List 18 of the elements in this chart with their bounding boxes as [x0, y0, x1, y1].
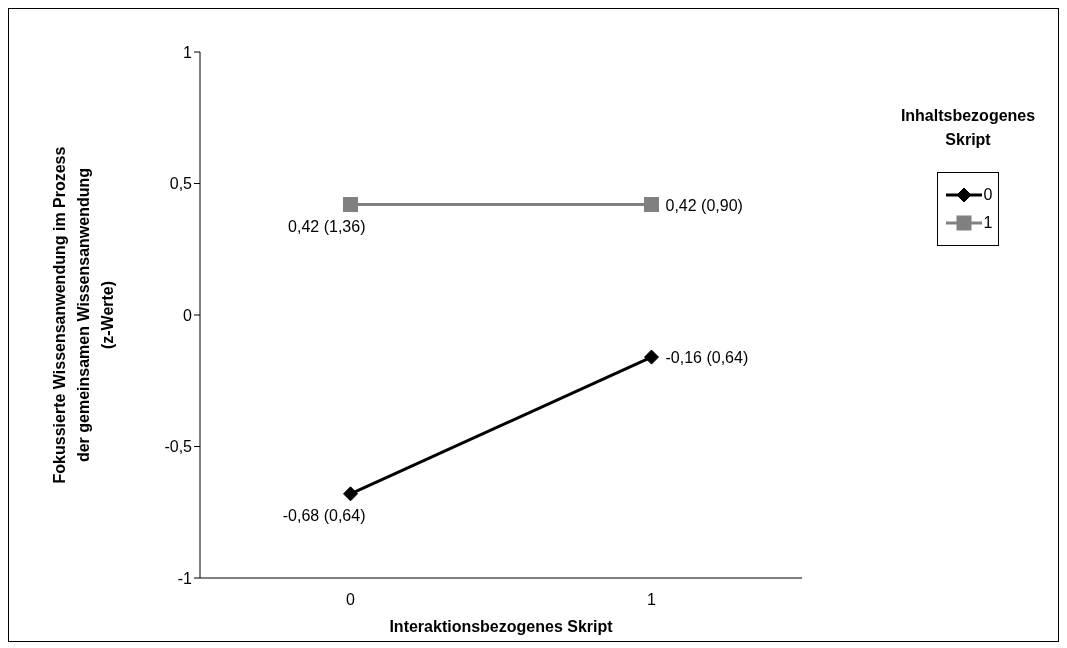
y-tick-label: 0 [183, 306, 193, 324]
point [644, 197, 659, 213]
legend-label: 0 [983, 186, 993, 204]
data-label: 0,42 (0,90) [665, 196, 743, 214]
data-label: -0,68 (0,64) [282, 506, 366, 524]
point [644, 349, 659, 365]
point [343, 486, 358, 502]
y-tick-label: 1 [183, 43, 193, 61]
point [343, 197, 358, 213]
legend-title: Inhaltsbezogenes Skript [899, 106, 1037, 150]
y-tick-label: -1 [177, 569, 193, 587]
x-axis-title: Interaktionsbezogenes Skript [389, 618, 614, 635]
y-axis-title: Fokussierte Wissensanwendung im Prozess der gemeinsamen Wissensanwendung (z-Werte) [51, 146, 116, 484]
y-tick-label: -0,5 [164, 438, 193, 456]
y-tick-label: 0,5 [169, 175, 193, 193]
data-label: -0,16 (0,64) [665, 349, 749, 367]
data-label: 0,42 (1,36) [288, 217, 366, 235]
legend-label: 1 [983, 214, 993, 232]
